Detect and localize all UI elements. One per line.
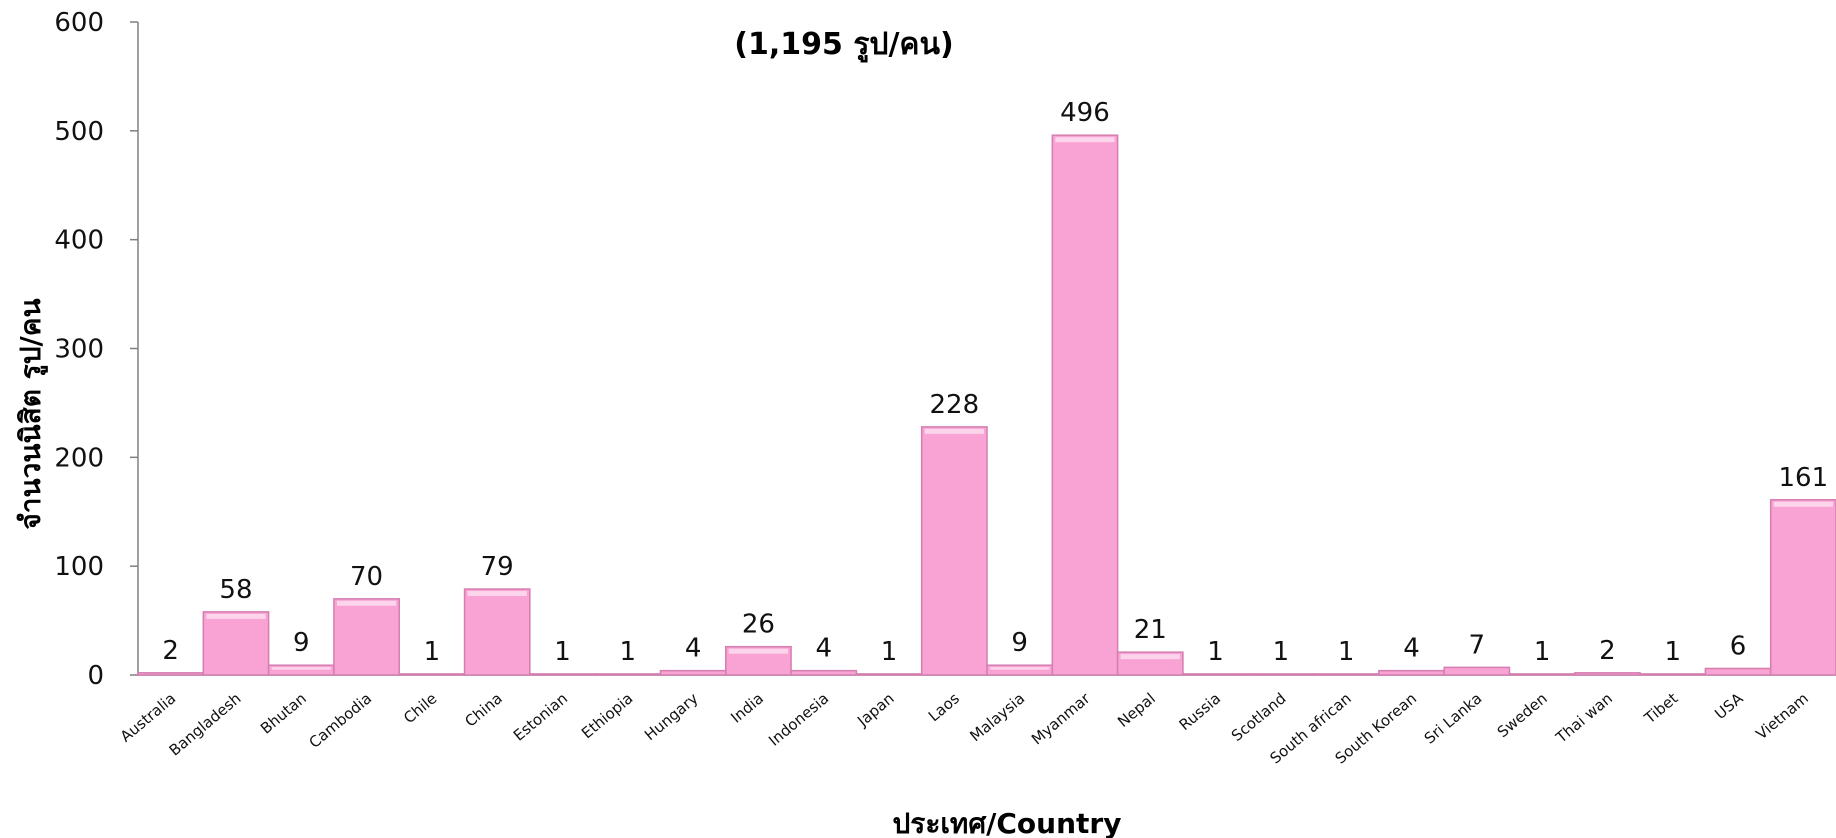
bar: [855, 673, 923, 676]
data-label: 1: [1338, 637, 1355, 667]
x-tick-label: Myanmar: [1028, 689, 1094, 749]
bar: [398, 673, 466, 676]
y-tick-label: 0: [87, 661, 104, 691]
bar-highlight: [206, 613, 266, 619]
bar: [1182, 673, 1249, 676]
data-label: 1: [554, 637, 571, 667]
data-label: 4: [815, 634, 832, 664]
bar: [1508, 673, 1576, 676]
x-tick-label: Nepal: [1114, 689, 1159, 731]
data-label: 9: [293, 628, 310, 658]
data-label: 26: [742, 610, 775, 640]
data-label: 4: [685, 634, 702, 664]
bar: [1639, 673, 1707, 676]
y-tick-label: 400: [54, 226, 104, 256]
x-tick-label: Japan: [853, 689, 897, 730]
bar: [920, 426, 988, 676]
x-tick-label: Bangladesh: [166, 689, 245, 759]
bar: [1247, 673, 1315, 676]
data-label: 1: [424, 637, 441, 667]
bar: [529, 673, 596, 676]
bar-highlight: [728, 648, 789, 654]
x-axis-title: ประเทศ/Country: [893, 807, 1122, 838]
data-label: 21: [1134, 615, 1167, 645]
x-tick-label: China: [461, 689, 505, 730]
bar-highlight: [1773, 501, 1833, 507]
bar: [1443, 666, 1511, 676]
bar: [463, 588, 531, 676]
x-tick-label: Hungary: [641, 689, 702, 744]
bar: [202, 611, 270, 676]
bar-highlight: [1120, 654, 1180, 660]
bar-highlight: [990, 667, 1050, 670]
x-tick-label: Ethiopia: [578, 689, 636, 742]
x-tick-label: Laos: [925, 689, 963, 725]
data-label: 1: [1273, 637, 1290, 667]
bar: [790, 669, 858, 676]
bar-highlight: [467, 591, 527, 597]
data-label: 1: [1207, 637, 1224, 667]
data-label: 70: [350, 562, 383, 592]
data-label: 4: [1403, 634, 1420, 664]
x-tick-label: Russia: [1176, 689, 1225, 734]
y-tick-label: 200: [54, 443, 104, 473]
bar-highlight: [336, 600, 397, 606]
x-tick-label: Cambodia: [305, 689, 375, 752]
data-label: 1: [1534, 637, 1551, 667]
data-label: 2: [162, 636, 179, 666]
x-tick-label: Malaysia: [966, 689, 1028, 745]
x-tick-label: Tibet: [1640, 689, 1681, 728]
bar: [1312, 673, 1380, 676]
bar-highlight: [271, 667, 331, 670]
data-label: 228: [930, 390, 980, 420]
x-tick-label: Sri Lanka: [1421, 689, 1486, 747]
data-label: 79: [481, 552, 514, 582]
data-label: 1: [1664, 637, 1681, 667]
bar: [986, 664, 1054, 676]
bar: [267, 664, 335, 676]
data-label: 1: [881, 637, 898, 667]
bar: [137, 672, 205, 676]
bar: [333, 598, 400, 676]
bar: [1051, 134, 1119, 676]
bar: [594, 673, 662, 676]
data-label: 1: [620, 637, 637, 667]
x-tick-label: Scotland: [1228, 689, 1290, 745]
data-label: 58: [219, 575, 252, 605]
x-tick-label: Sweden: [1494, 689, 1551, 741]
bar: [1378, 669, 1445, 676]
bar: [1574, 672, 1641, 676]
x-tick-label: Indonesia: [765, 689, 832, 749]
chart-subtitle: (1,195 รูป/คน): [734, 27, 953, 63]
x-tick-label: Thai wan: [1552, 689, 1616, 747]
y-tick-label: 600: [54, 8, 104, 38]
data-label: 161: [1779, 463, 1829, 493]
data-label: 2: [1599, 636, 1616, 666]
bar-highlight: [924, 428, 984, 434]
x-tick-label: Australia: [117, 689, 179, 745]
y-tick-label: 300: [54, 335, 104, 365]
data-label: 7: [1469, 630, 1486, 660]
data-label: 6: [1730, 631, 1747, 661]
y-axis-title: จำนวนนิสิต รูป/คน: [14, 298, 48, 529]
y-tick-label: 500: [54, 117, 104, 147]
bar: [1769, 499, 1836, 676]
data-label: 496: [1060, 98, 1110, 128]
x-tick-label: Chile: [400, 689, 440, 727]
x-tick-label: Vietnam: [1752, 689, 1811, 743]
data-label: 9: [1011, 628, 1028, 658]
x-tick-label: USA: [1711, 689, 1747, 723]
bar: [1704, 667, 1772, 676]
x-tick-label: Estonian: [510, 689, 571, 744]
bar-highlight: [1055, 137, 1115, 143]
bar: [659, 669, 727, 676]
y-tick-label: 100: [54, 552, 104, 582]
x-tick-label: Bhutan: [257, 689, 310, 737]
x-tick-label: India: [727, 689, 767, 726]
